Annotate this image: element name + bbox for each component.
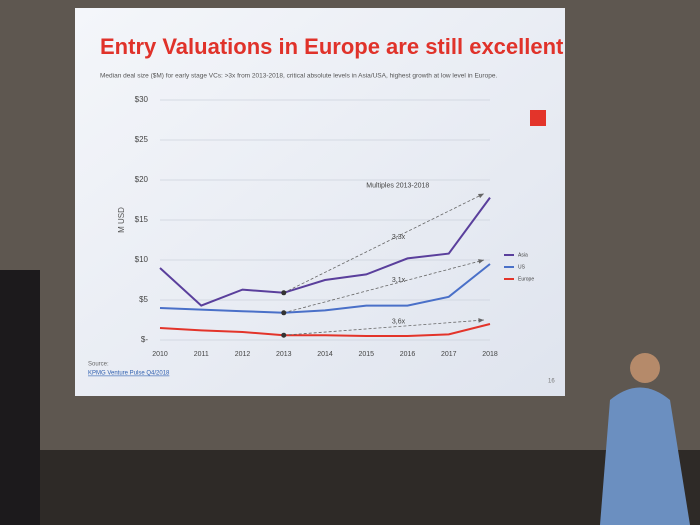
floor bbox=[0, 450, 700, 525]
presenter bbox=[600, 387, 690, 525]
point-marker bbox=[281, 332, 287, 338]
y-tick-label: $20 bbox=[135, 175, 149, 184]
multiple-label: 3,6x bbox=[392, 318, 406, 325]
x-tick-label: 2013 bbox=[276, 351, 292, 358]
y-tick-label: $30 bbox=[135, 95, 149, 104]
source-label: Source: bbox=[88, 362, 109, 368]
arrow-head bbox=[478, 318, 484, 323]
point-marker bbox=[281, 290, 287, 296]
multiple-arrow bbox=[283, 193, 485, 294]
multiple-arrow bbox=[283, 259, 485, 314]
multiple-arrow bbox=[283, 319, 485, 336]
x-tick-label: 2014 bbox=[317, 351, 333, 358]
x-tick-label: 2018 bbox=[482, 351, 498, 358]
multiple-label: 3,3x bbox=[392, 234, 406, 241]
x-tick-label: 2015 bbox=[358, 351, 374, 358]
legend-label: Europe bbox=[518, 276, 534, 282]
series-line bbox=[159, 323, 491, 337]
arrow-head bbox=[478, 259, 484, 264]
x-tick-label: 2016 bbox=[400, 351, 416, 358]
legend-label: US bbox=[518, 264, 526, 270]
y-axis-label: M USD bbox=[117, 207, 126, 233]
y-tick-label: $25 bbox=[135, 135, 149, 144]
logo bbox=[530, 110, 546, 126]
y-tick-label: $15 bbox=[135, 215, 149, 224]
x-tick-label: 2010 bbox=[152, 351, 168, 358]
arrow-head bbox=[478, 193, 484, 199]
banner bbox=[0, 270, 40, 525]
source: KPMG Venture Pulse Q4/2018 bbox=[88, 371, 170, 377]
multiples-title: Multiples 2013-2018 bbox=[366, 182, 429, 189]
slide bbox=[75, 8, 565, 396]
multiple-label: 3,1x bbox=[392, 277, 406, 284]
series-line bbox=[159, 263, 491, 314]
y-tick-label: $- bbox=[141, 335, 148, 344]
x-tick-label: 2012 bbox=[235, 351, 251, 358]
y-tick-label: $5 bbox=[139, 295, 148, 304]
point-marker bbox=[281, 310, 287, 316]
x-tick-label: 2017 bbox=[441, 351, 457, 358]
presenter-head bbox=[630, 353, 660, 383]
y-tick-label: $10 bbox=[135, 255, 149, 264]
chart-title: Entry Valuations in Europe are still exc… bbox=[100, 34, 564, 59]
x-tick-label: 2011 bbox=[194, 351, 209, 358]
series-line bbox=[159, 197, 491, 307]
page-number: 16 bbox=[548, 379, 555, 385]
legend-label: Asia bbox=[518, 252, 528, 258]
chart-subtitle: Median deal size ($M) for early stage VC… bbox=[100, 73, 497, 80]
